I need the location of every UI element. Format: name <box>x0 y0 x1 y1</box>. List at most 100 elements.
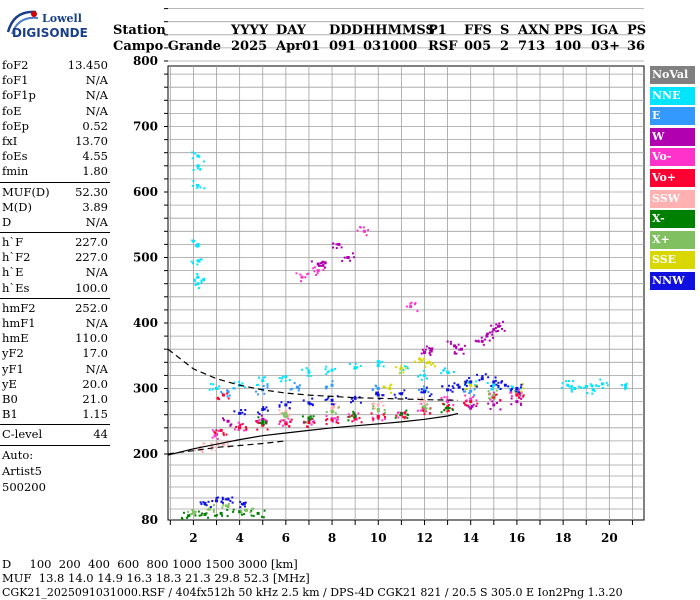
echo-point <box>484 338 487 341</box>
echo-point <box>205 512 208 515</box>
echo-point <box>291 387 294 390</box>
echo-point <box>399 368 402 371</box>
echo-point <box>216 388 219 391</box>
echo-point <box>425 407 428 410</box>
echo-point <box>402 416 405 419</box>
echo-point <box>326 370 329 373</box>
echo-point <box>495 330 498 333</box>
echo-point <box>200 281 203 284</box>
param-row: yF1 N/A <box>0 362 110 377</box>
data-point <box>573 387 577 390</box>
data-point <box>515 400 519 404</box>
echo-point <box>266 382 269 385</box>
echo-point <box>200 279 203 282</box>
echo-point <box>309 418 312 421</box>
echo-point <box>245 510 248 513</box>
echo-point <box>429 349 432 352</box>
data-point <box>191 510 195 514</box>
echo-point <box>354 362 357 365</box>
param-name: fmin <box>2 164 29 179</box>
echo-point <box>379 361 382 364</box>
param-name: C-level <box>2 427 43 442</box>
echo-point <box>381 394 384 397</box>
echo-point <box>257 416 260 419</box>
echo-point <box>222 432 225 435</box>
param-name: B1 <box>2 407 18 422</box>
data-point <box>492 328 496 332</box>
echo-point <box>420 391 423 394</box>
echo-point <box>357 412 360 415</box>
param-name: yE <box>2 376 17 391</box>
echo-point <box>243 505 246 508</box>
data-point <box>307 401 311 405</box>
echo-point <box>319 262 322 265</box>
echo-point <box>429 353 432 356</box>
echo-point <box>394 396 397 399</box>
echo-point <box>376 387 379 390</box>
param-row: B1 1.15 <box>0 407 110 422</box>
echo-point <box>240 509 243 512</box>
echo-point <box>203 187 206 190</box>
logo-line1: Lowell <box>42 12 82 25</box>
echo-point <box>375 393 378 396</box>
echo-point <box>488 339 491 342</box>
echo-point <box>226 389 229 392</box>
echo-point <box>389 384 392 387</box>
echo-point <box>214 431 217 434</box>
echo-point <box>404 412 407 415</box>
echo-point <box>244 501 247 504</box>
echo-point <box>519 402 522 405</box>
data-point <box>300 275 304 279</box>
echo-point <box>251 507 254 510</box>
echo-point <box>288 379 291 382</box>
echo-point <box>475 385 478 388</box>
echo-point <box>331 383 334 386</box>
echo-point <box>455 347 458 350</box>
echo-point <box>372 419 375 422</box>
echo-point <box>240 513 243 516</box>
echo-point <box>278 405 281 408</box>
echo-point <box>231 496 234 499</box>
echo-point <box>285 415 288 418</box>
data-point <box>215 432 219 436</box>
echo-point <box>211 500 214 503</box>
echo-point <box>210 448 213 451</box>
echo-point <box>281 412 284 415</box>
echo-point <box>315 274 318 277</box>
echo-point <box>405 366 408 369</box>
data-point <box>600 382 604 386</box>
param-value: 0.52 <box>82 118 108 133</box>
param-value: 100.0 <box>75 280 108 295</box>
echo-point <box>510 385 513 388</box>
echo-point <box>332 246 335 249</box>
echo-point <box>350 401 353 404</box>
param-name: h`F <box>2 235 24 250</box>
echo-point <box>463 381 466 384</box>
echo-point <box>492 391 495 394</box>
echo-point <box>371 402 374 405</box>
echo-point <box>332 403 335 406</box>
echo-point <box>331 411 334 414</box>
x-tick-label: 12 <box>416 531 433 545</box>
echo-point <box>464 394 467 397</box>
echo-point <box>473 394 476 397</box>
echo-point <box>281 424 284 427</box>
echo-point <box>425 345 428 348</box>
echo-point <box>215 496 218 499</box>
echo-point <box>334 402 337 405</box>
echo-point <box>299 273 302 276</box>
echo-point <box>572 380 575 383</box>
echo-point <box>264 420 267 423</box>
echo-point <box>491 333 494 336</box>
param-row: foF1p N/A <box>0 88 110 103</box>
param-value: N/A <box>85 88 108 103</box>
data-point <box>503 383 507 387</box>
echo-point <box>298 387 301 390</box>
echo-point <box>237 429 240 432</box>
param-name: fxI <box>2 133 18 148</box>
echo-point <box>221 506 224 509</box>
echo-point <box>463 402 466 405</box>
data-point <box>492 403 496 407</box>
param-row: D N/A <box>0 215 110 230</box>
